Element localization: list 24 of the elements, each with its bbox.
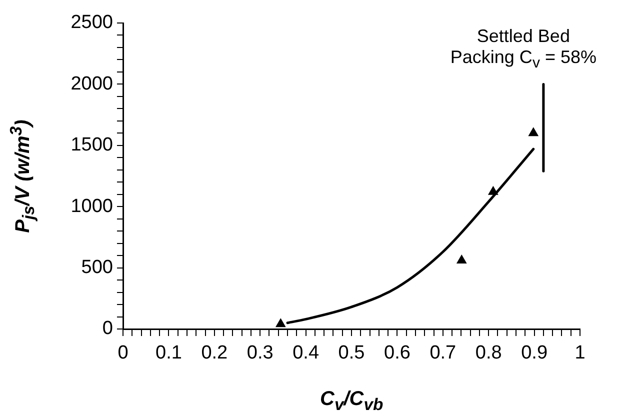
x-tick-label: 0.8 [475,342,502,364]
x-tick-label: 0.9 [521,342,548,364]
annotation: Settled Bed Packing C$_{v}$ = 58% [449,26,598,74]
y-tick-label: 0 [102,318,113,340]
point [276,318,286,328]
x-axis-title: C$_{v}$/C$_{vb}$ [320,388,384,415]
y-tick-label: 1500 [70,134,113,156]
point [456,254,466,264]
line-series [286,148,535,324]
y-tick-label: 500 [81,257,113,278]
x-tick-label: 0.2 [201,342,228,364]
y-tick-label: 2500 [70,12,113,34]
x-tick-label: 0.6 [384,342,410,364]
x-tick-label: 0.4 [292,342,320,364]
point [488,186,498,195]
point [528,128,538,136]
x-tick-label: 0.1 [155,342,182,364]
x-tick-label: 0 [118,342,128,364]
x-tick-label: 0.3 [246,342,274,364]
x-tick-label: 1 [574,342,586,364]
y-tick-label: 1000 [70,196,113,217]
x-tick-label: 0.5 [338,342,365,364]
y-tick-label: 2000 [70,73,113,94]
x-tick-label: 0.7 [430,342,456,364]
